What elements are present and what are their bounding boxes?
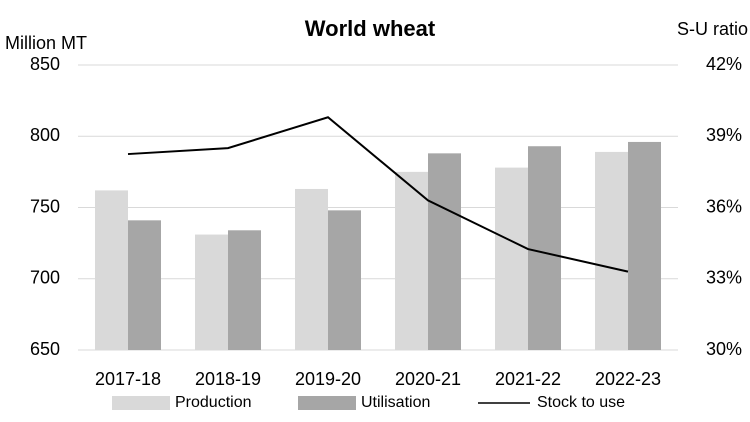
y2-tick-label: 36% bbox=[706, 196, 742, 216]
y-tick-label: 650 bbox=[30, 339, 60, 359]
x-tick-label: 2022-23 bbox=[595, 369, 661, 389]
x-tick-label: 2021-22 bbox=[495, 369, 561, 389]
y2-tick-label: 42% bbox=[706, 54, 742, 74]
bar bbox=[395, 171, 428, 350]
legend-swatch bbox=[112, 396, 170, 410]
bar bbox=[228, 230, 261, 350]
x-tick-label: 2018-19 bbox=[195, 369, 261, 389]
legend-label: Production bbox=[175, 394, 252, 411]
legend-swatch bbox=[298, 396, 356, 410]
legend-label: Utilisation bbox=[361, 394, 430, 411]
bar bbox=[128, 220, 161, 350]
legend-label: Stock to use bbox=[537, 394, 625, 411]
x-tick-label: 2020-21 bbox=[395, 369, 461, 389]
y-tick-label: 700 bbox=[30, 268, 60, 288]
bar bbox=[628, 141, 661, 350]
bar bbox=[95, 190, 128, 350]
x-tick-label: 2019-20 bbox=[295, 369, 361, 389]
bar bbox=[195, 234, 228, 350]
x-tick-label: 2017-18 bbox=[95, 369, 161, 389]
y-tick-label: 750 bbox=[30, 196, 60, 216]
y-tick-label: 800 bbox=[30, 125, 60, 145]
y2-tick-label: 30% bbox=[706, 339, 742, 359]
y2-tick-label: 39% bbox=[706, 125, 742, 145]
bar bbox=[428, 153, 461, 350]
y-axis-label: Million MT bbox=[5, 33, 87, 53]
chart-title: World wheat bbox=[305, 16, 436, 41]
bar bbox=[495, 167, 528, 350]
bar bbox=[295, 188, 328, 350]
bar bbox=[528, 146, 561, 350]
bar bbox=[595, 151, 628, 350]
y2-axis-label: S-U ratio bbox=[677, 19, 748, 39]
y-tick-label: 850 bbox=[30, 54, 60, 74]
bar bbox=[328, 210, 361, 350]
line bbox=[127, 116, 629, 273]
y2-tick-label: 33% bbox=[706, 268, 742, 288]
